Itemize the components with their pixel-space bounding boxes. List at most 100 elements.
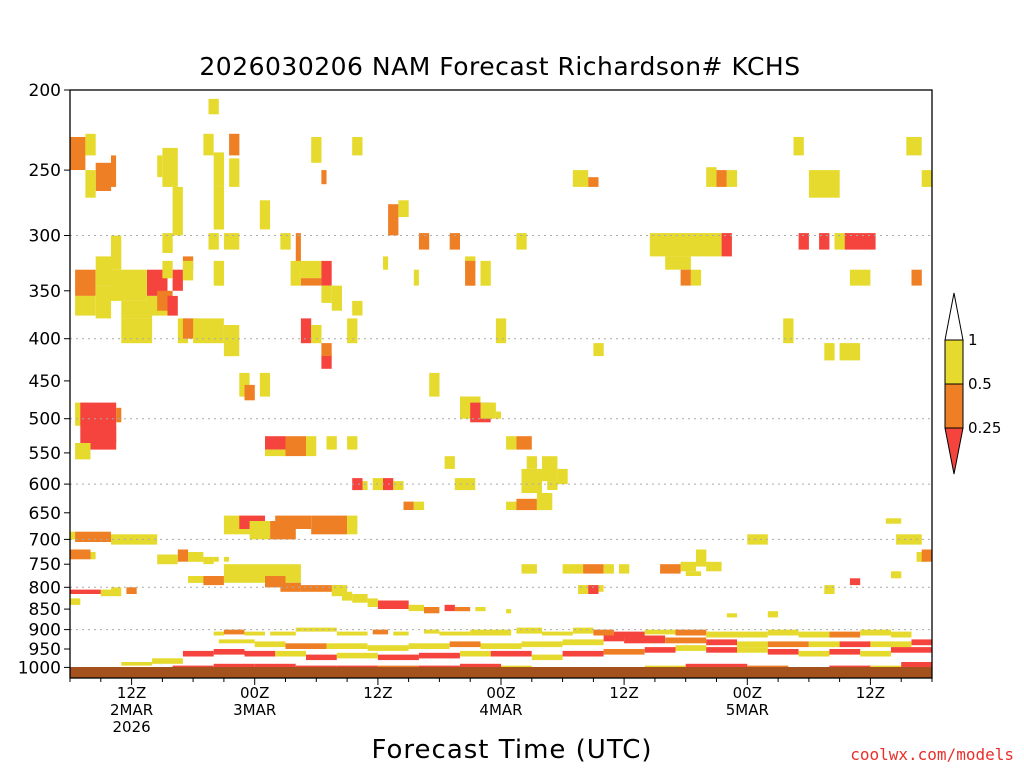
ri-cell-94 [90,425,117,450]
colorbar-red-triangle [944,427,964,475]
ri-cell-9 [203,133,214,156]
y-tick-label-9: 650 [29,504,61,524]
ri-cell-66 [280,233,291,250]
ri-cell-65 [213,260,224,286]
ri-cell-33 [906,137,922,156]
ri-cell-262 [860,650,891,657]
ri-cell-64 [208,233,219,250]
ri-cell-157 [100,589,112,597]
ri-cell-252 [531,654,563,661]
ri-cell-10 [213,152,224,187]
ri-cell-117 [547,481,558,490]
ri-cell-63 [182,260,194,281]
ri-cell-97 [239,372,250,397]
ri-cell-189 [896,534,922,545]
ri-cell-103 [306,436,317,457]
ri-cell-111 [495,411,501,419]
ri-cell-147 [213,556,219,562]
ri-cell-6 [162,147,178,187]
ri-cell-205 [470,629,512,636]
ri-cell-278 [685,663,717,670]
ri-cell-107 [444,456,455,469]
ri-cell-251 [490,650,532,657]
ri-cell-248 [377,654,419,661]
ri-cell-162 [352,594,368,603]
ri-cell-55 [172,269,183,291]
ri-cell-154 [300,585,342,592]
ri-cell-256 [675,645,707,651]
ri-cell-178 [696,554,707,567]
ri-cell-204 [439,631,471,636]
ri-cell-137 [347,515,358,535]
ri-cell-26 [588,177,599,187]
ri-cell-12 [229,133,240,156]
ri-cell-179 [706,561,722,572]
ri-cell-19 [352,137,363,156]
x-tick-label-0-1: 2MAR [110,701,153,719]
ri-cell-259 [767,649,799,655]
colorbar-orange-box [944,383,964,429]
ri-cell-246 [306,654,337,661]
y-tick-label-16: 1000 [18,658,61,678]
ri-cell-91 [321,343,332,357]
ri-cell-170 [506,609,512,614]
ri-cell-106 [429,372,440,397]
ri-cell-59 [193,318,224,344]
ri-cell-133 [249,521,271,540]
ri-cell-46 [95,285,112,319]
ri-cell-123 [352,478,363,491]
ri-cell-119 [506,501,522,510]
ri-cell-79 [383,256,389,270]
x-tick-label-4-0: 12Z [609,684,638,702]
ri-cell-77 [347,318,358,344]
ri-cell-120 [516,498,537,511]
ri-cell-87 [783,318,794,344]
ri-cell-67 [295,249,301,270]
ri-cell-194 [767,611,779,618]
ri-cell-159 [126,587,137,594]
ri-cell-158 [111,587,122,597]
ri-cell-74 [352,300,363,316]
ri-cell-151 [203,576,224,586]
ri-cell-20 [388,204,399,236]
ri-cell-80 [413,269,419,286]
ri-cell-128 [403,501,414,510]
y-tick-label-12: 800 [29,578,61,598]
ri-cell-88 [824,343,835,361]
x-tick-label-5-0: 00Z [733,684,762,702]
ri-cell-182 [685,571,702,576]
ri-cell-175 [619,564,630,574]
ri-cell-127 [393,481,404,490]
ri-cell-96 [75,443,91,460]
ri-cell-4 [111,155,117,187]
ri-cell-244 [244,650,276,657]
ri-cell-207 [542,631,573,636]
ri-cell-140 [111,534,158,545]
ri-cell-284 [901,662,932,668]
ri-cell-240 [121,662,153,666]
ri-cell-28 [716,170,727,187]
ri-cell-216 [798,631,830,638]
ri-cell-36 [665,256,691,270]
ri-cell-148 [223,556,229,562]
ri-cell-100 [265,436,286,450]
ri-cell-168 [454,607,471,612]
ri-cell-177 [680,561,696,572]
ri-cell-145 [188,552,204,562]
ri-cell-40 [819,233,830,250]
ri-cell-110 [480,402,496,419]
ri-cell-61 [162,233,173,253]
ri-cell-2 [95,162,112,191]
ri-cell-47 [111,235,122,270]
ri-cell-136 [311,515,348,535]
y-tick-label-2: 300 [29,227,61,247]
ri-cell-50 [121,318,153,344]
ri-cell-257 [706,647,737,653]
ri-cell-267 [254,663,296,670]
ri-cell-99 [259,372,271,397]
colorbar: 1 0.5 0.25 [944,292,1001,475]
ri-cell-214 [737,631,768,638]
ri-cell-181 [747,534,768,545]
ri-cell-45 [95,256,112,286]
ri-cell-155 [331,585,348,597]
